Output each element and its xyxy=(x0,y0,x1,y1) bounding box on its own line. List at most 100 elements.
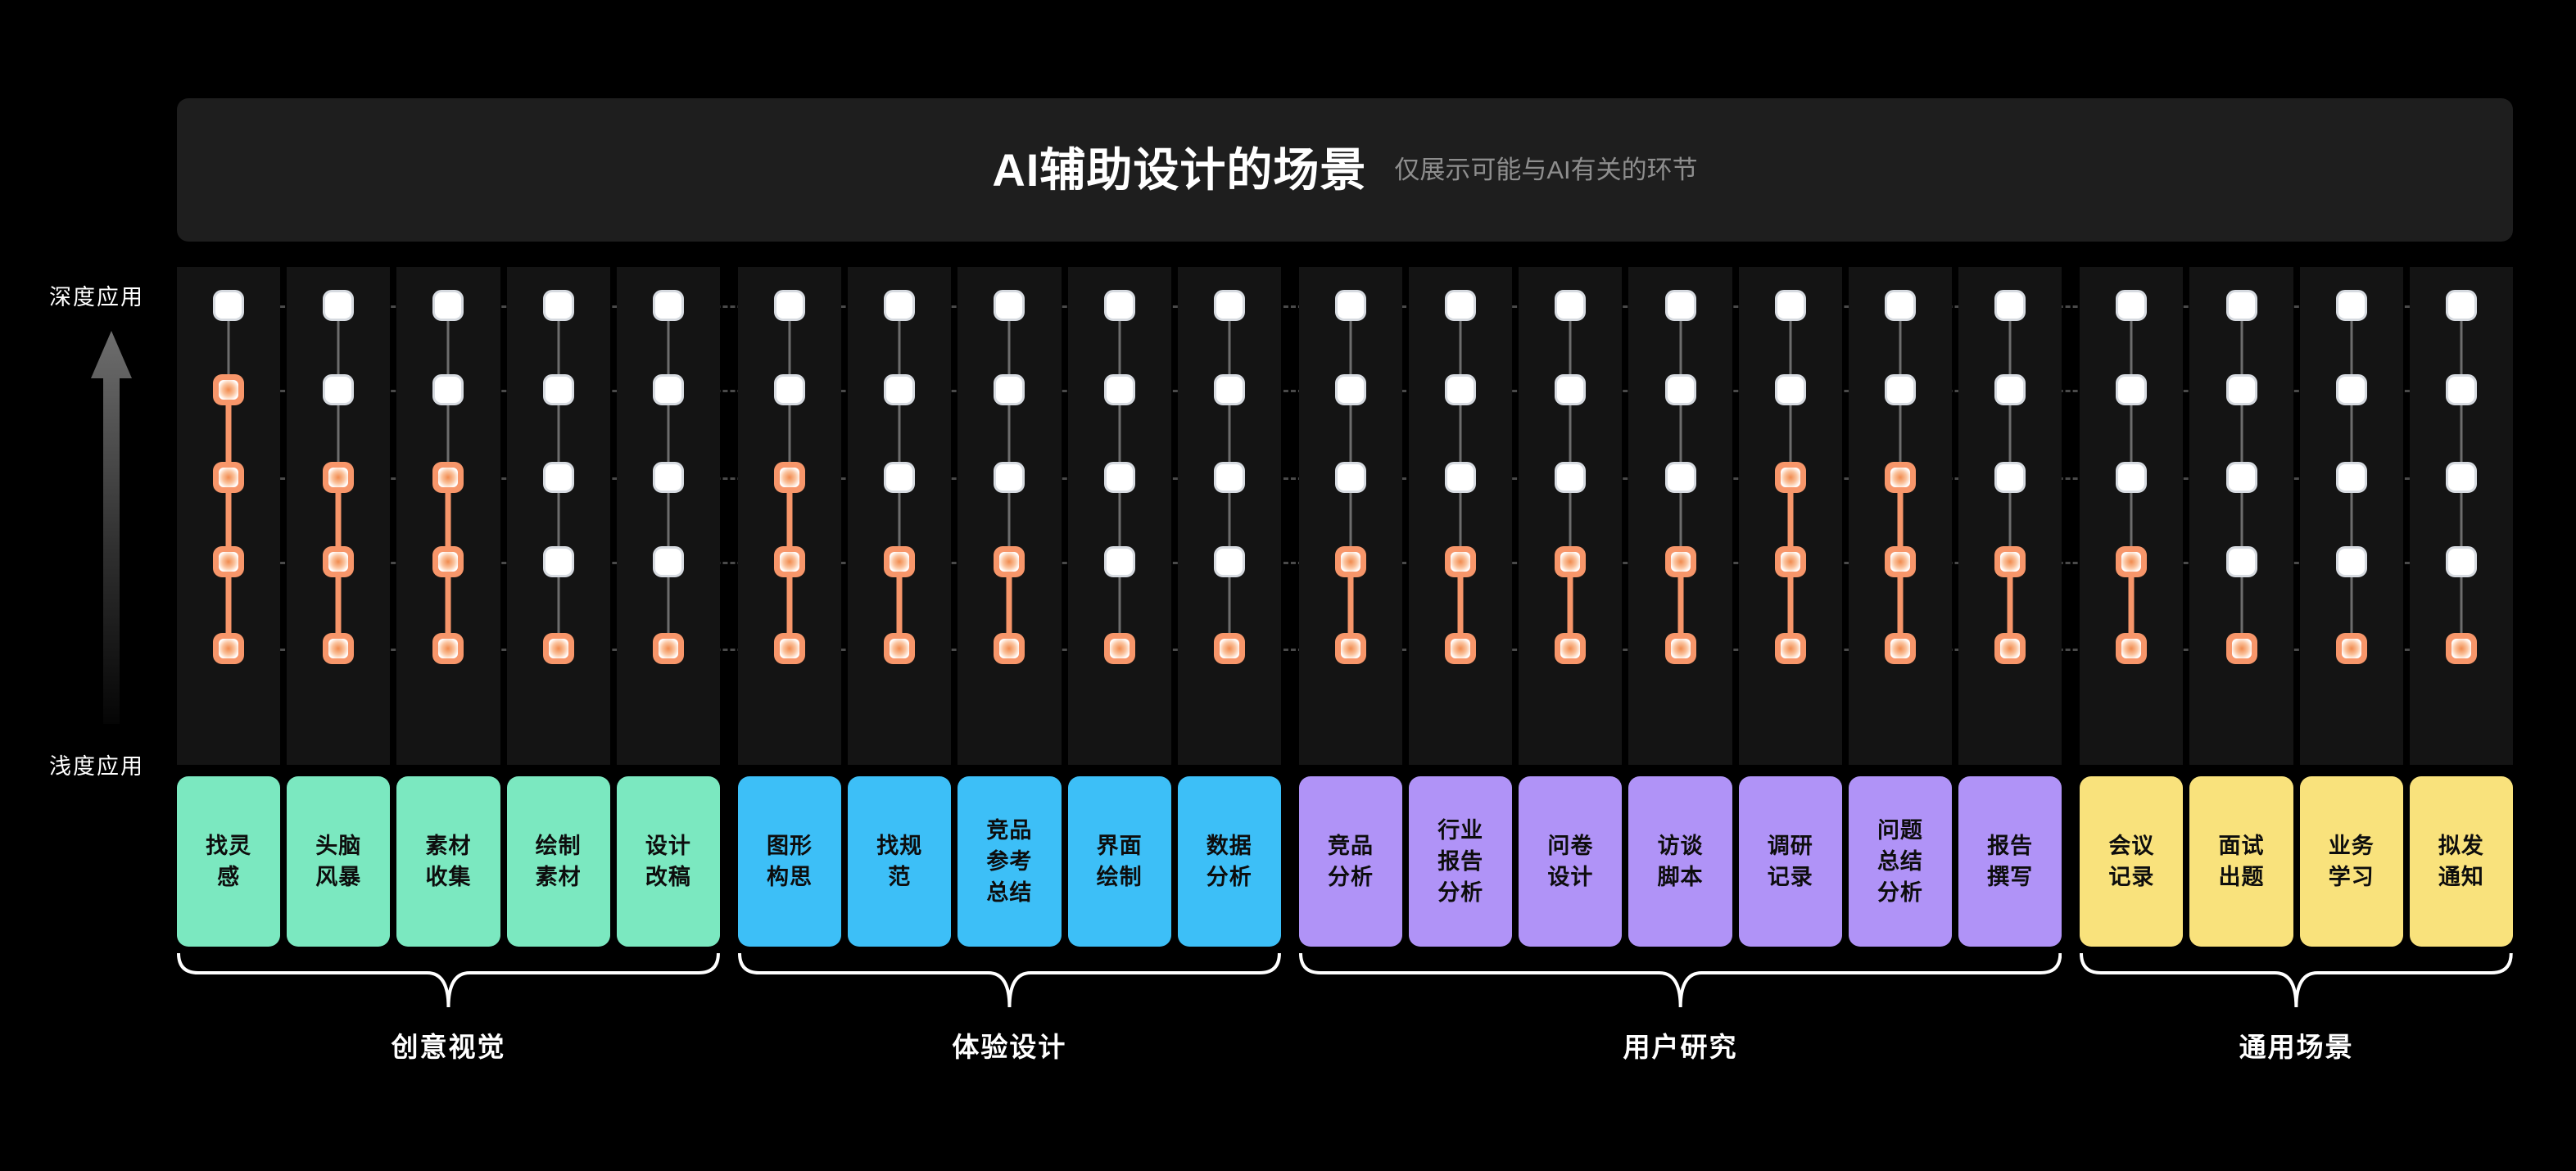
category-chip[interactable]: 找灵感 xyxy=(177,776,281,947)
level-dot-active[interactable] xyxy=(432,633,464,664)
category-chip[interactable]: 访谈 脚本 xyxy=(1628,776,1732,947)
level-dot-inactive[interactable] xyxy=(1664,462,1696,493)
level-dot-inactive[interactable] xyxy=(1445,290,1477,321)
chart-column[interactable] xyxy=(1628,267,1732,765)
level-dot-inactive[interactable] xyxy=(323,374,355,405)
level-dot-inactive[interactable] xyxy=(994,290,1025,321)
level-dot-active[interactable] xyxy=(1445,546,1477,577)
level-dot-inactive[interactable] xyxy=(2335,546,2367,577)
level-dot-active[interactable] xyxy=(1103,633,1135,664)
chart-column[interactable] xyxy=(848,267,952,765)
level-dot-inactive[interactable] xyxy=(542,374,574,405)
level-dot-active[interactable] xyxy=(2445,633,2477,664)
level-dot-inactive[interactable] xyxy=(2335,462,2367,493)
chart-column[interactable] xyxy=(1848,267,1953,765)
level-dot-inactive[interactable] xyxy=(2225,546,2257,577)
level-dot-active[interactable] xyxy=(1445,633,1477,664)
level-dot-active[interactable] xyxy=(1334,633,1366,664)
category-chip[interactable]: 问题 总结 分析 xyxy=(1848,776,1953,947)
level-dot-active[interactable] xyxy=(994,546,1025,577)
chart-column[interactable] xyxy=(396,267,500,765)
level-dot-inactive[interactable] xyxy=(1884,290,1916,321)
level-dot-active[interactable] xyxy=(1774,462,1806,493)
level-dot-inactive[interactable] xyxy=(652,374,684,405)
level-dot-active[interactable] xyxy=(884,546,916,577)
category-chip[interactable]: 界面 绘制 xyxy=(1067,776,1171,947)
category-chip[interactable]: 素材 收集 xyxy=(396,776,500,947)
level-dot-active[interactable] xyxy=(1555,546,1587,577)
level-dot-inactive[interactable] xyxy=(542,462,574,493)
category-chip[interactable]: 图形 构思 xyxy=(737,776,842,947)
level-dot-active[interactable] xyxy=(884,633,916,664)
level-dot-inactive[interactable] xyxy=(1213,546,1245,577)
level-dot-inactive[interactable] xyxy=(2116,290,2148,321)
level-dot-inactive[interactable] xyxy=(1884,374,1916,405)
level-dot-inactive[interactable] xyxy=(1334,462,1366,493)
chart-column[interactable] xyxy=(1177,267,1281,765)
category-chip[interactable]: 报告 撰写 xyxy=(1958,776,2062,947)
category-chip[interactable]: 调研 记录 xyxy=(1738,776,1842,947)
level-dot-active[interactable] xyxy=(432,462,464,493)
level-dot-inactive[interactable] xyxy=(1994,462,2026,493)
level-dot-inactive[interactable] xyxy=(884,374,916,405)
chart-column[interactable] xyxy=(506,267,610,765)
level-dot-inactive[interactable] xyxy=(1774,374,1806,405)
level-dot-active[interactable] xyxy=(1994,546,2026,577)
level-dot-active[interactable] xyxy=(323,633,355,664)
chart-column[interactable] xyxy=(2189,267,2293,765)
category-chip[interactable]: 面试 出题 xyxy=(2189,776,2293,947)
chart-column[interactable] xyxy=(287,267,391,765)
level-dot-inactive[interactable] xyxy=(652,546,684,577)
level-dot-inactive[interactable] xyxy=(2335,374,2367,405)
level-dot-active[interactable] xyxy=(1884,546,1916,577)
level-dot-inactive[interactable] xyxy=(1103,462,1135,493)
level-dot-active[interactable] xyxy=(213,546,245,577)
level-dot-active[interactable] xyxy=(652,633,684,664)
level-dot-inactive[interactable] xyxy=(2116,374,2148,405)
chart-column[interactable] xyxy=(2299,267,2403,765)
category-chip[interactable]: 业务 学习 xyxy=(2299,776,2403,947)
level-dot-active[interactable] xyxy=(2116,546,2148,577)
level-dot-inactive[interactable] xyxy=(213,290,245,321)
level-dot-active[interactable] xyxy=(994,633,1025,664)
level-dot-inactive[interactable] xyxy=(1445,462,1477,493)
level-dot-inactive[interactable] xyxy=(774,290,806,321)
chart-column[interactable] xyxy=(177,267,281,765)
level-dot-inactive[interactable] xyxy=(432,374,464,405)
level-dot-active[interactable] xyxy=(213,633,245,664)
level-dot-inactive[interactable] xyxy=(1994,374,2026,405)
level-dot-inactive[interactable] xyxy=(884,462,916,493)
level-dot-active[interactable] xyxy=(2335,633,2367,664)
level-dot-inactive[interactable] xyxy=(994,462,1025,493)
level-dot-active[interactable] xyxy=(774,633,806,664)
chart-column[interactable] xyxy=(737,267,842,765)
level-dot-active[interactable] xyxy=(774,462,806,493)
level-dot-active[interactable] xyxy=(542,633,574,664)
level-dot-active[interactable] xyxy=(323,462,355,493)
category-chip[interactable]: 找规范 xyxy=(848,776,952,947)
level-dot-active[interactable] xyxy=(213,462,245,493)
level-dot-inactive[interactable] xyxy=(323,290,355,321)
level-dot-inactive[interactable] xyxy=(2225,290,2257,321)
level-dot-inactive[interactable] xyxy=(1213,374,1245,405)
level-dot-inactive[interactable] xyxy=(1103,374,1135,405)
chart-column[interactable] xyxy=(1738,267,1842,765)
level-dot-inactive[interactable] xyxy=(2225,462,2257,493)
level-dot-inactive[interactable] xyxy=(994,374,1025,405)
category-chip[interactable]: 问卷 设计 xyxy=(1519,776,1623,947)
level-dot-active[interactable] xyxy=(774,546,806,577)
level-dot-inactive[interactable] xyxy=(1555,374,1587,405)
level-dot-active[interactable] xyxy=(1774,633,1806,664)
level-dot-inactive[interactable] xyxy=(2445,290,2477,321)
level-dot-inactive[interactable] xyxy=(2335,290,2367,321)
level-dot-inactive[interactable] xyxy=(884,290,916,321)
chart-column[interactable] xyxy=(2080,267,2184,765)
category-chip[interactable]: 行业 报告 分析 xyxy=(1409,776,1513,947)
level-dot-inactive[interactable] xyxy=(652,462,684,493)
level-dot-active[interactable] xyxy=(323,546,355,577)
level-dot-active[interactable] xyxy=(2116,633,2148,664)
level-dot-inactive[interactable] xyxy=(1445,374,1477,405)
level-dot-inactive[interactable] xyxy=(2445,462,2477,493)
level-dot-inactive[interactable] xyxy=(542,546,574,577)
level-dot-active[interactable] xyxy=(1994,633,2026,664)
